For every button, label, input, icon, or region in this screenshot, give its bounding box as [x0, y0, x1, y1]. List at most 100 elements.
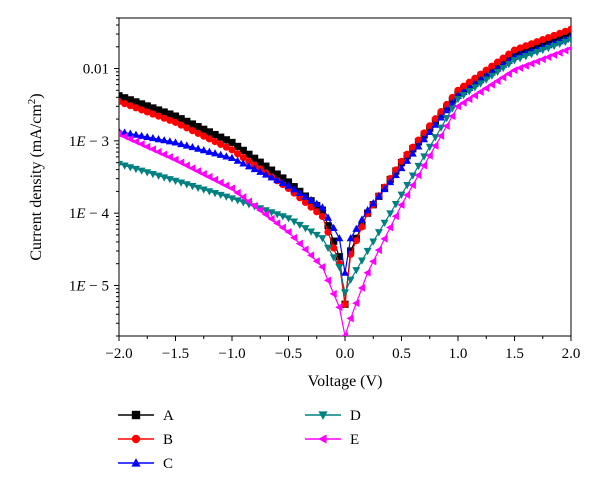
- data-point-D: [261, 207, 270, 215]
- data-point-E: [177, 158, 185, 167]
- data-point-C: [442, 106, 451, 114]
- data-point-E: [408, 181, 416, 190]
- data-point-D: [550, 42, 559, 51]
- data-point-B: [143, 108, 151, 116]
- data-point-A: [273, 170, 281, 178]
- data-point-A: [171, 112, 180, 120]
- data-point-E: [482, 84, 490, 93]
- data-point-E: [143, 142, 151, 151]
- data-point-E: [397, 200, 405, 209]
- data-point-C: [414, 142, 423, 150]
- data-point-E: [352, 299, 360, 308]
- data-point-B: [324, 228, 332, 236]
- data-point-B: [437, 108, 445, 116]
- data-point-C: [346, 234, 355, 242]
- data-point-D: [516, 55, 525, 63]
- data-point-B: [183, 124, 191, 132]
- data-point-C: [222, 152, 231, 160]
- data-point-E: [239, 193, 247, 202]
- data-point-A: [121, 94, 129, 102]
- x-tick-label: 0.5: [392, 346, 411, 362]
- data-point-C: [335, 234, 344, 242]
- data-point-A: [245, 150, 253, 158]
- legend-marker-D: [318, 411, 328, 420]
- data-point-D: [233, 197, 242, 205]
- data-point-E: [205, 172, 213, 181]
- data-point-E: [284, 227, 292, 236]
- data-point-B: [171, 118, 180, 126]
- data-point-E: [459, 98, 467, 107]
- data-point-E: [171, 155, 179, 164]
- data-point-E: [544, 53, 552, 62]
- data-point-D: [267, 209, 276, 217]
- series-line-C: [119, 36, 571, 273]
- data-point-D: [239, 199, 248, 207]
- data-point-C: [374, 191, 383, 200]
- y-tick-label: 1E − 5: [69, 278, 109, 294]
- data-point-D: [278, 213, 287, 221]
- data-point-E: [549, 50, 558, 59]
- data-point-E: [419, 161, 428, 170]
- data-point-B: [205, 135, 213, 143]
- data-point-E: [318, 263, 326, 271]
- data-point-D: [228, 195, 236, 203]
- data-point-E: [193, 167, 202, 176]
- data-point-A: [205, 128, 213, 136]
- data-point-D: [414, 162, 423, 171]
- data-point-E: [532, 57, 541, 66]
- y-axis-label-sup: 2: [26, 99, 38, 105]
- data-point-C: [284, 181, 293, 189]
- data-point-A: [251, 154, 259, 162]
- legend-label: D: [350, 408, 361, 424]
- data-point-B: [330, 244, 338, 252]
- data-point-E: [340, 332, 349, 336]
- data-point-D: [459, 92, 468, 100]
- data-point-A: [267, 166, 276, 174]
- x-tick-label: −1.5: [162, 346, 189, 362]
- data-point-C: [420, 135, 429, 143]
- data-point-A: [211, 130, 219, 139]
- data-point-D: [119, 160, 123, 169]
- data-point-D: [352, 267, 361, 275]
- data-point-B: [341, 300, 349, 308]
- series-layer: [119, 25, 571, 336]
- data-point-D: [335, 263, 344, 272]
- data-point-C: [177, 139, 186, 148]
- data-point-A: [335, 253, 343, 261]
- data-point-D: [521, 53, 530, 61]
- data-point-E: [431, 141, 439, 150]
- data-point-C: [199, 146, 208, 154]
- data-point-D: [476, 80, 485, 88]
- data-point-B: [358, 223, 366, 231]
- data-point-C: [239, 159, 248, 167]
- y-axis-label-main: Current density (mA/cm: [28, 104, 45, 261]
- data-point-E: [470, 91, 479, 100]
- data-point-B: [154, 112, 163, 120]
- data-point-C: [182, 141, 191, 149]
- series-C: [119, 33, 571, 276]
- data-point-B: [420, 129, 428, 137]
- data-point-A: [200, 125, 208, 133]
- data-point-B: [556, 29, 564, 37]
- data-point-E: [301, 245, 309, 254]
- data-point-B: [217, 140, 225, 148]
- x-axis: −2.0 −1.5 −1.0 −0.5 0.0 0.5 1.0 1.5 2.0: [105, 336, 580, 362]
- data-point-C: [228, 153, 236, 162]
- data-point-B: [121, 99, 129, 108]
- data-point-A: [143, 102, 151, 110]
- data-point-D: [448, 105, 457, 113]
- data-point-D: [329, 254, 338, 262]
- data-point-C: [216, 150, 225, 158]
- legend-marker-C: [131, 458, 141, 467]
- data-point-E: [504, 69, 512, 78]
- data-point-C: [256, 167, 265, 175]
- data-point-B: [301, 198, 310, 207]
- data-point-E: [436, 131, 445, 140]
- data-point-D: [363, 247, 372, 256]
- data-point-E: [227, 184, 236, 193]
- data-point-C: [357, 215, 366, 223]
- data-point-D: [369, 238, 378, 246]
- data-point-A: [256, 158, 264, 166]
- data-point-C: [171, 138, 180, 146]
